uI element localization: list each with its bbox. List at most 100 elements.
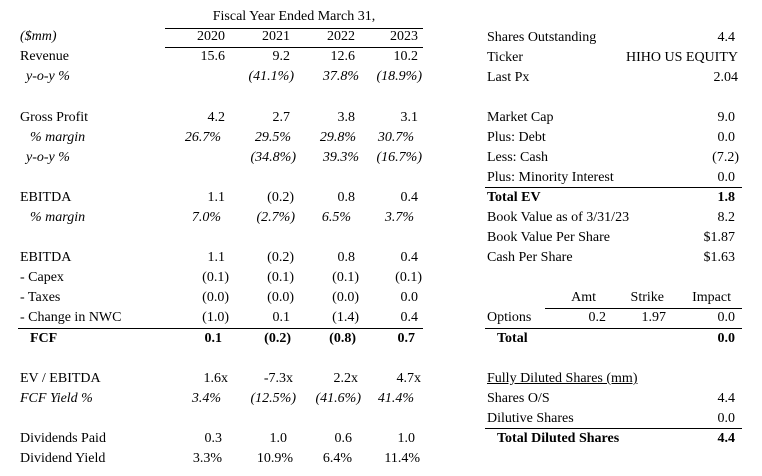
last-px-value: 2.04 (713, 70, 739, 85)
fcf-2021: (0.2) (264, 331, 291, 346)
revenue-yoy-2022: 37.8% (322, 69, 359, 84)
period-header-underline (165, 28, 423, 29)
year-2021: 2021 (262, 29, 290, 44)
unit-label: ($mm) (20, 29, 57, 44)
gross-profit-label: Gross Profit (20, 110, 89, 125)
fcf-rule (18, 328, 423, 329)
fcf-ebitda-2022: 0.8 (337, 250, 356, 265)
less-cash-value: (7.2) (712, 150, 739, 165)
revenue-2022: 12.6 (330, 49, 356, 64)
plus-minority-value: 0.0 (717, 170, 736, 185)
ev-ebitda-2020: 1.6x (203, 371, 229, 386)
div-yield-2020: 3.3% (192, 451, 222, 466)
total-ev-value: 1.8 (717, 190, 736, 205)
taxes-2022: (0.0) (332, 290, 359, 305)
div-yield-2022: 6.4% (322, 451, 352, 466)
gross-margin-2020: 26.7% (184, 130, 221, 145)
bvps-label: Book Value Per Share (487, 230, 610, 245)
bvps-value: $1.87 (703, 230, 736, 245)
fcf-yield-2022: (41.6%) (315, 391, 362, 406)
plus-debt-value: 0.0 (717, 130, 736, 145)
nwc-2022: (1.4) (332, 310, 359, 325)
capex-2020: (0.1) (202, 270, 229, 285)
options-header-rule (545, 308, 742, 309)
total-ev-label: Total EV (487, 190, 541, 205)
last-px-label: Last Px (487, 70, 530, 85)
ev-ebitda-2022: 2.2x (333, 371, 359, 386)
fcf-2022: (0.8) (329, 331, 356, 346)
div-yield-2023: 11.4% (384, 451, 420, 466)
taxes-2020: (0.0) (202, 290, 229, 305)
fcf-ebitda-2020: 1.1 (207, 250, 226, 265)
fcf-2020: 0.1 (204, 331, 223, 346)
market-cap-label: Market Cap (487, 110, 554, 125)
gross-margin-label: % margin (30, 130, 86, 145)
dividends-2023: 1.0 (397, 431, 416, 446)
options-amt: 0.2 (588, 310, 607, 325)
years-underline (165, 47, 423, 48)
year-2022: 2022 (327, 29, 355, 44)
revenue-2020: 15.6 (200, 49, 226, 64)
gross-profit-2023: 3.1 (400, 110, 419, 125)
fds-header: Fully Diluted Shares (mm) (487, 371, 638, 386)
gross-yoy-2022: 39.3% (322, 150, 359, 165)
fcf-label: FCF (30, 331, 58, 346)
dividends-label: Dividends Paid (20, 431, 106, 446)
gross-margin-2021: 29.5% (254, 130, 291, 145)
revenue-yoy-2023: (18.9%) (376, 69, 423, 84)
ticker-value: HIHO US EQUITY (626, 50, 738, 65)
plus-minority-label: Plus: Minority Interest (487, 170, 614, 185)
total-diluted-value: 4.4 (717, 431, 736, 446)
nwc-2023: 0.4 (400, 310, 419, 325)
options-impact: 0.0 (717, 310, 736, 325)
total-ev-rule (485, 187, 742, 188)
cash-ps-label: Cash Per Share (487, 250, 573, 265)
ebitda-2021: (0.2) (267, 190, 294, 205)
ebitda-margin-2020: 7.0% (191, 210, 221, 225)
gross-profit-2021: 2.7 (272, 110, 291, 125)
market-cap-value: 9.0 (717, 110, 736, 125)
fcf-yield-2023: 41.4% (377, 391, 414, 406)
gross-margin-2023: 30.7% (377, 130, 414, 145)
options-total-label: Total (497, 331, 528, 346)
dividends-2020: 0.3 (204, 431, 223, 446)
book-value-value: 8.2 (717, 210, 736, 225)
options-strike: 1.97 (641, 310, 667, 325)
ebitda-2022: 0.8 (337, 190, 356, 205)
nwc-2020: (1.0) (202, 310, 229, 325)
revenue-yoy-2021: (41.1%) (248, 69, 295, 84)
div-yield-label: Dividend Yield (20, 451, 106, 466)
dividends-2022: 0.6 (334, 431, 353, 446)
fcf-ebitda-2023: 0.4 (400, 250, 419, 265)
options-label: Options (487, 310, 532, 325)
fcf-2023: 0.7 (397, 331, 416, 346)
gross-margin-2022: 29.8% (319, 130, 356, 145)
fcf-yield-2021: (12.5%) (250, 391, 297, 406)
shares-outstanding-label: Shares Outstanding (487, 30, 597, 45)
taxes-2021: (0.0) (267, 290, 294, 305)
dilutive-label: Dilutive Shares (487, 411, 574, 426)
ebitda-margin-2022: 6.5% (321, 210, 351, 225)
capex-2023: (0.1) (395, 270, 422, 285)
shares-os-value: 4.4 (717, 391, 736, 406)
revenue-2023: 10.2 (393, 49, 419, 64)
less-cash-label: Less: Cash (487, 150, 549, 165)
period-header: Fiscal Year Ended March 31, (212, 9, 376, 24)
shares-outstanding-value: 4.4 (717, 30, 736, 45)
nwc-label: - Change in NWC (20, 310, 122, 325)
options-total-rule (485, 328, 742, 329)
year-2023: 2023 (390, 29, 418, 44)
plus-debt-label: Plus: Debt (487, 130, 546, 145)
cash-ps-value: $1.63 (703, 250, 736, 265)
div-yield-2021: 10.9% (256, 451, 293, 466)
total-diluted-label: Total Diluted Shares (497, 431, 620, 446)
revenue-label: Revenue (20, 49, 69, 64)
book-value-label: Book Value as of 3/31/23 (487, 210, 630, 225)
capex-2021: (0.1) (267, 270, 294, 285)
nwc-2021: 0.1 (272, 310, 291, 325)
gross-yoy-2023: (16.7%) (376, 150, 423, 165)
gross-profit-2022: 3.8 (337, 110, 356, 125)
dilutive-value: 0.0 (717, 411, 736, 426)
options-strike-header: Strike (630, 290, 664, 305)
ebitda-margin-2021: (2.7%) (256, 210, 296, 225)
